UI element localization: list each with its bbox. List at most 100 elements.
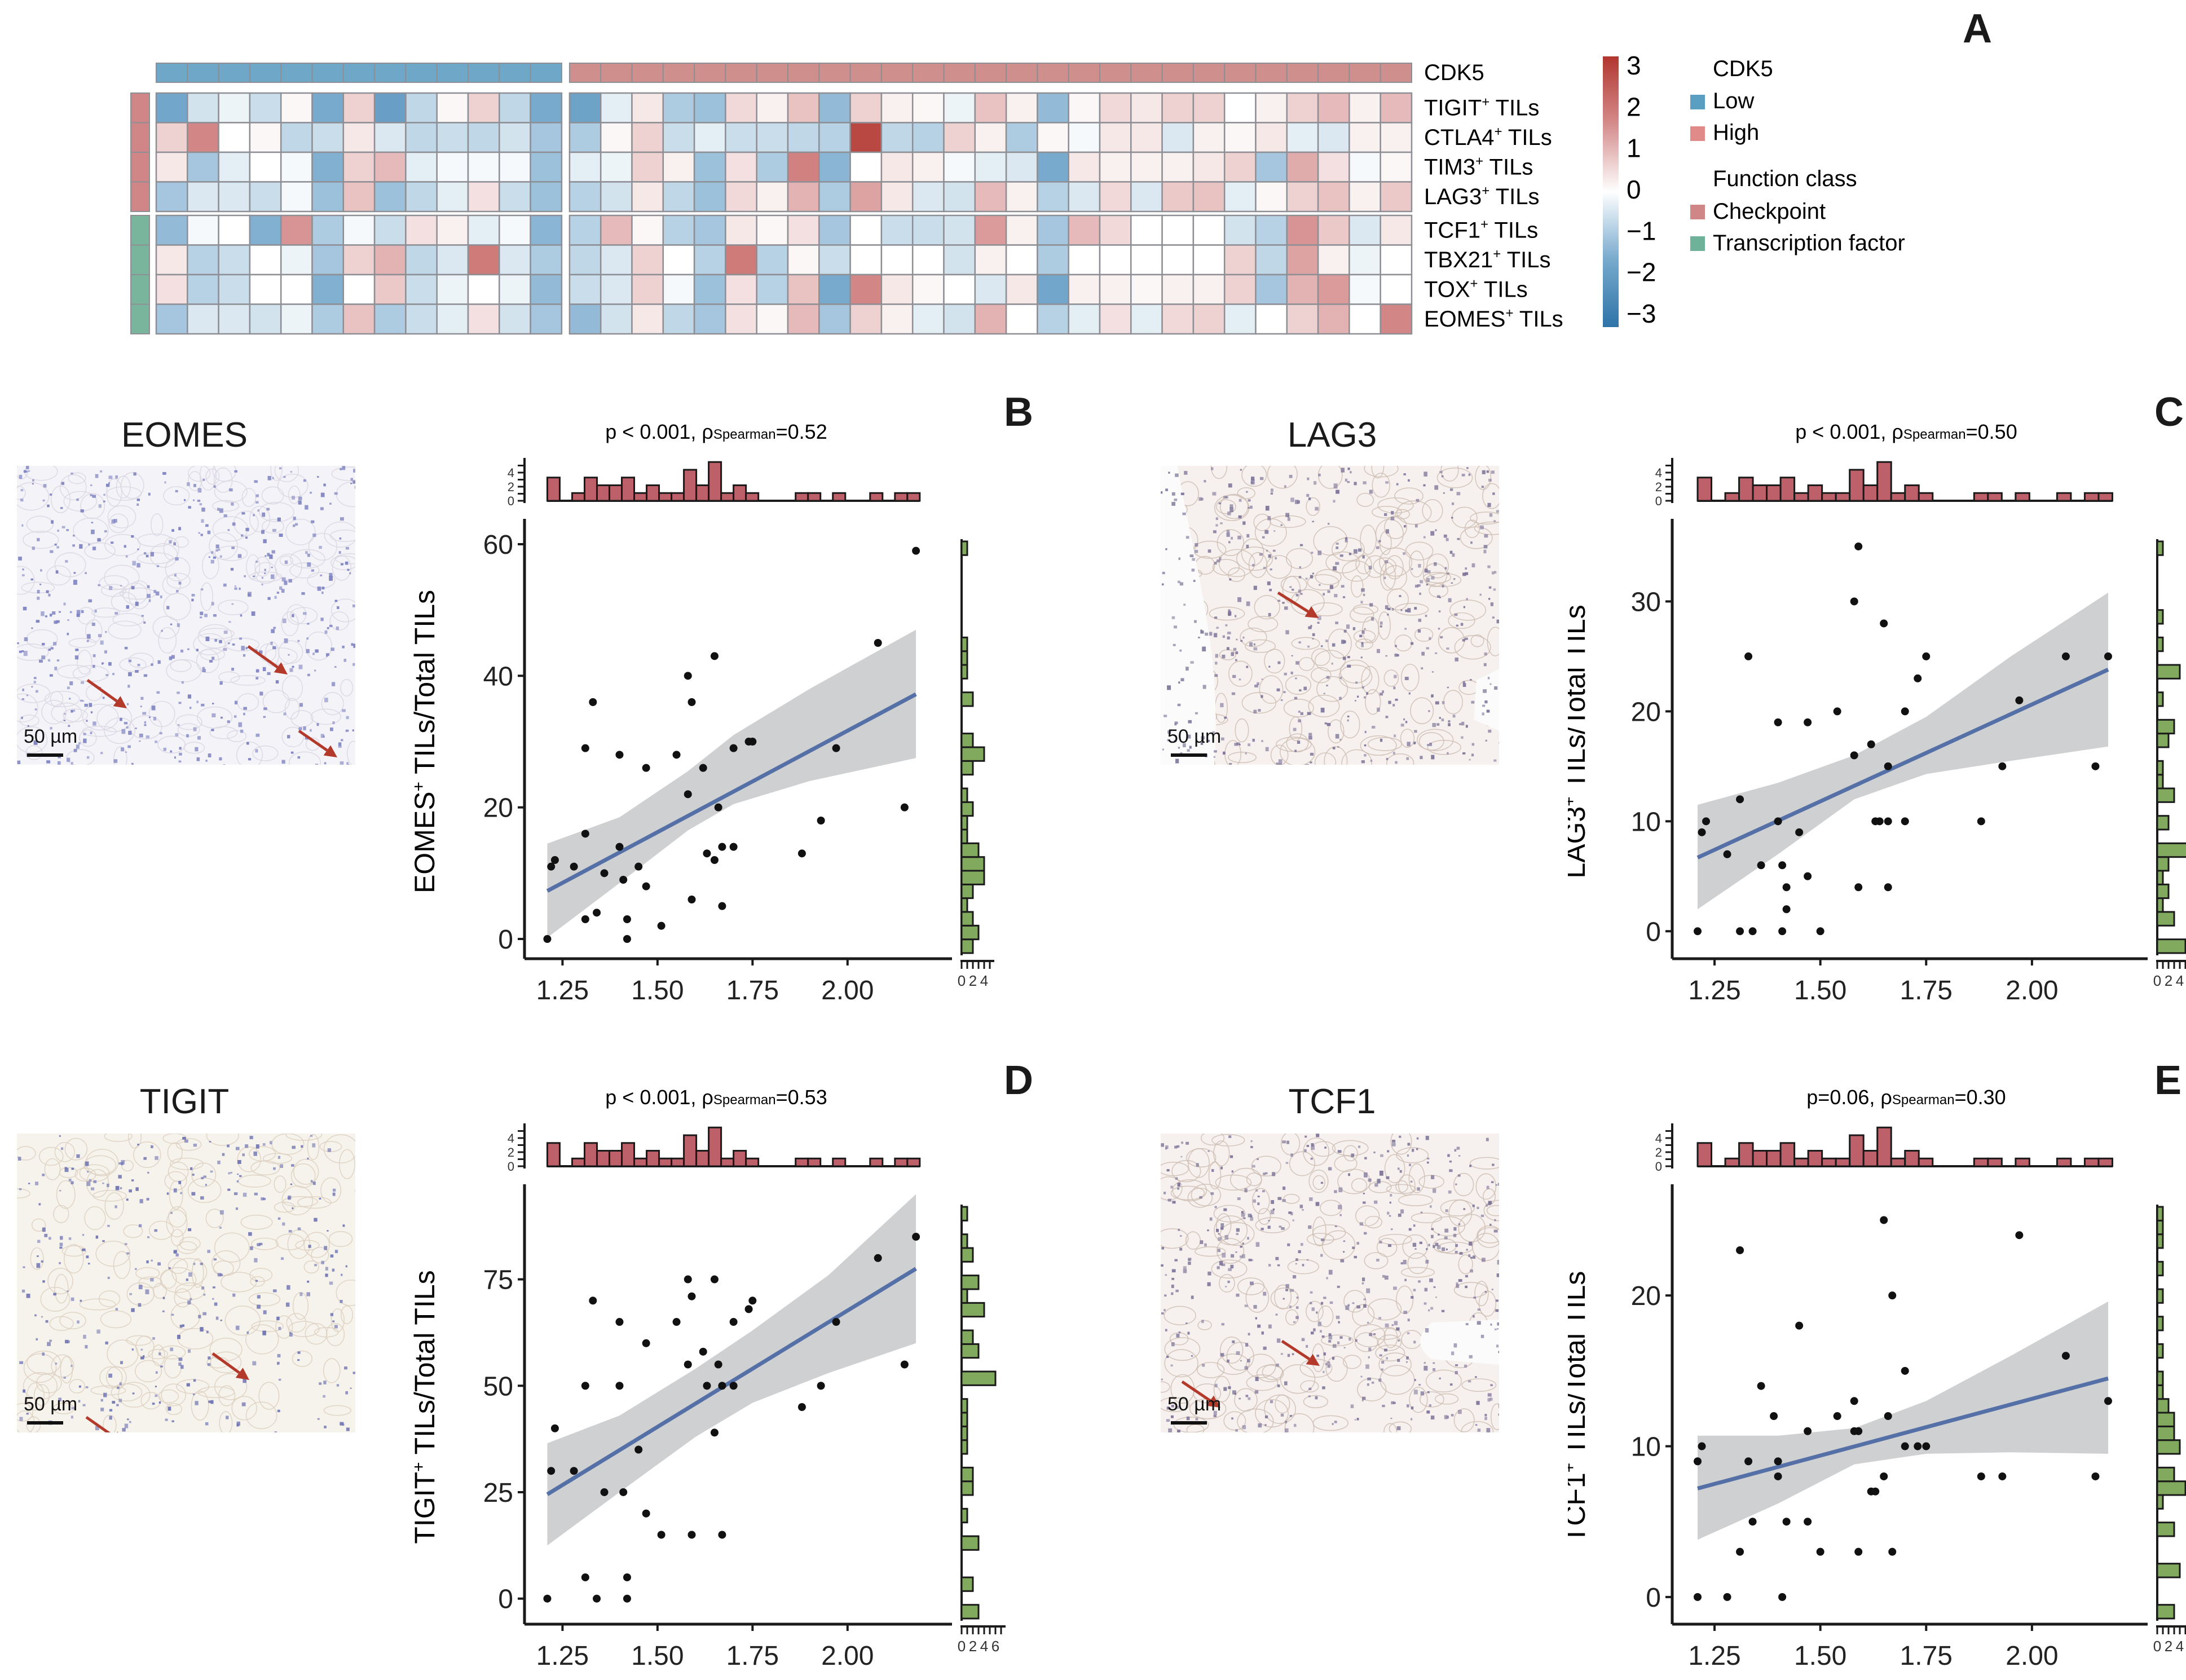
right-hist-bar (2156, 856, 2170, 872)
cell-membrane (148, 700, 175, 727)
data-point (547, 862, 556, 871)
cell-nucleus (1227, 1280, 1230, 1284)
heatmap-cell (849, 214, 883, 246)
cell-nucleus (145, 1289, 149, 1294)
cell-nucleus (1288, 1211, 1292, 1214)
cell-nucleus (1455, 1183, 1457, 1185)
cell-nucleus (1214, 750, 1217, 753)
cell-nucleus (1423, 1362, 1426, 1364)
cell-nucleus (36, 620, 40, 623)
cell-nucleus (1177, 1187, 1180, 1190)
cell-nucleus (253, 1151, 257, 1156)
cell-nucleus (139, 733, 143, 738)
heatmap-cell (1099, 122, 1132, 153)
cell-membrane (214, 1232, 250, 1263)
cell-nucleus (1205, 632, 1209, 636)
cell-membrane (1460, 526, 1493, 549)
cell-nucleus (1301, 1338, 1305, 1342)
cell-nucleus (127, 703, 129, 705)
cdk5-annotation-cell (405, 63, 438, 83)
cell-nucleus (205, 1184, 207, 1186)
cell-nucleus (72, 544, 75, 547)
cell-nucleus (1214, 616, 1218, 619)
cell-nucleus (1336, 546, 1339, 549)
cell-nucleus (214, 638, 217, 642)
data-point (684, 1360, 692, 1369)
right-hist-bar (2156, 774, 2164, 790)
legend-swatch-high (1690, 126, 1705, 141)
heatmap-cell (249, 151, 282, 183)
cell-nucleus (1343, 629, 1347, 633)
cell-nucleus (1448, 723, 1451, 726)
right-hist-bar (2156, 911, 2175, 927)
cell-nucleus (342, 466, 346, 470)
top-hist-bar (720, 492, 735, 502)
heatmap-cell (1130, 181, 1163, 213)
cell-nucleus (1396, 654, 1399, 656)
cell-membrane (1400, 664, 1420, 691)
heatmap-cell (530, 122, 563, 153)
heatmap-cell (311, 92, 345, 124)
scatter-panel-e: p=0.06, ρSpearman=0.301.25 1.50 1.75 2.0001… (1568, 1086, 2186, 1671)
cell-nucleus (1178, 1228, 1180, 1231)
cell-nucleus (1337, 1285, 1340, 1288)
cell-nucleus (1226, 496, 1228, 499)
cell-nucleus (1444, 1236, 1448, 1240)
arrow-head-icon (113, 696, 127, 708)
cell-nucleus (1456, 492, 1461, 496)
cell-nucleus (1445, 1209, 1448, 1212)
cell-nucleus (231, 667, 234, 671)
cell-nucleus (187, 694, 191, 699)
cell-nucleus (1250, 1259, 1253, 1262)
cell-nucleus (1230, 1264, 1234, 1269)
arrow-icon (85, 1416, 111, 1432)
right-hist-bar (960, 1370, 997, 1386)
cell-nucleus (1431, 576, 1435, 580)
cell-nucleus (219, 757, 222, 761)
cell-nucleus (92, 546, 96, 550)
color-scale-tick: 0 (1627, 175, 1641, 204)
cell-membrane (98, 1290, 121, 1308)
heatmap-cell (1068, 214, 1101, 246)
cdk5-annotation-cell (974, 63, 1007, 83)
cell-nucleus (135, 1268, 137, 1270)
data-point (1702, 817, 1711, 826)
cell-nucleus (1496, 619, 1499, 624)
cell-nucleus (1267, 1220, 1270, 1222)
cell-membrane (1315, 568, 1342, 585)
cell-nucleus (1188, 720, 1192, 724)
heatmap-cell (974, 151, 1007, 183)
cell-nucleus (291, 496, 296, 500)
heatmap-cell (1223, 214, 1257, 246)
cell-nucleus (73, 580, 77, 585)
heatmap-cell (693, 274, 726, 305)
cell-nucleus (43, 484, 47, 488)
cell-nucleus (1462, 572, 1466, 576)
cell-nucleus (1417, 629, 1421, 633)
cell-nucleus (1431, 1234, 1434, 1238)
cell-nucleus (1311, 552, 1314, 554)
cell-nucleus (272, 528, 276, 532)
heatmap-cell (1037, 122, 1069, 153)
heatmap-cell (436, 92, 469, 124)
cell-nucleus (166, 606, 170, 610)
cell-nucleus (1294, 749, 1297, 752)
top-hist-bar (1738, 477, 1754, 502)
heatmap-cell (373, 181, 407, 213)
cdk5-annotation-cell (218, 63, 250, 83)
heatmap-cell (787, 122, 820, 153)
cell-nucleus (1299, 689, 1302, 691)
heatmap-cell (280, 244, 313, 276)
cell-nucleus (119, 1382, 122, 1386)
heatmap-cell (155, 92, 188, 124)
cell-nucleus (241, 512, 245, 515)
cell-nucleus (1410, 1180, 1413, 1183)
cell-nucleus (50, 647, 54, 650)
cell-nucleus (1163, 1192, 1166, 1194)
cell-nucleus (1385, 529, 1389, 534)
heatmap-cell (187, 274, 219, 305)
cell-nucleus (1363, 1201, 1366, 1204)
data-point (550, 1424, 559, 1432)
y-tick-label: 20 (483, 793, 513, 823)
cell-nucleus (293, 524, 296, 527)
